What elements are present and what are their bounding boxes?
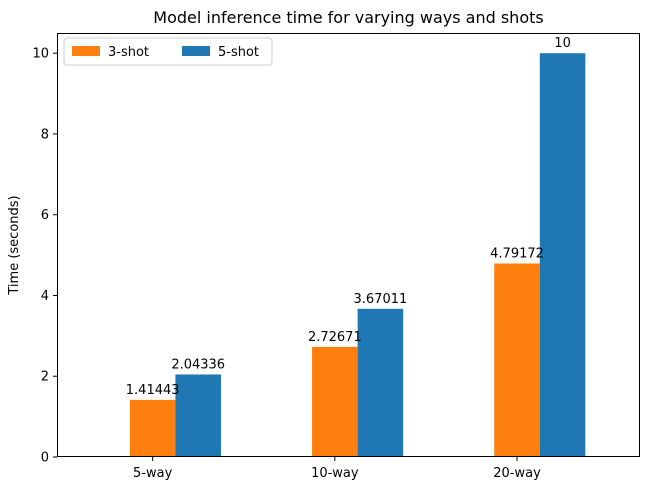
- y-tick-label: 6: [41, 208, 49, 223]
- data-label-5-shot-20-way: 10: [554, 36, 571, 51]
- y-tick-label: 10: [32, 47, 49, 62]
- bar-5-shot-10-way: [357, 308, 404, 457]
- data-label-3-shot-5-way: 1.41443: [126, 383, 180, 398]
- bar-3-shot-20-way: [494, 263, 540, 457]
- legend-swatch-5-shot: [182, 46, 210, 56]
- plot-frame: [57, 33, 640, 457]
- x-axis: 5-way 10-way 20-way: [133, 457, 541, 481]
- y-tick-label: 4: [41, 289, 49, 304]
- bar-5-shot-20-way: [539, 53, 586, 457]
- data-label-5-shot-10-way: 3.67011: [354, 292, 408, 307]
- legend-frame: [63, 37, 273, 66]
- data-label-3-shot-20-way: 4.79172: [490, 247, 544, 262]
- legend-swatch-3-shot: [72, 46, 100, 56]
- data-labels-group: 1.41443 2.04336 2.72671 3.67011 4.79172 10: [126, 36, 571, 398]
- legend-label-3-shot: 3-shot: [108, 45, 149, 60]
- bars-group: [129, 53, 586, 457]
- bar-3-shot-10-way: [312, 346, 358, 457]
- y-tick-label: 0: [41, 451, 49, 466]
- bar-3-shot-5-way: [129, 399, 176, 457]
- x-tick-label: 10-way: [311, 466, 359, 481]
- y-tick-label: 2: [41, 370, 49, 385]
- y-axis-label: Time (seconds): [7, 195, 22, 295]
- y-axis: 0 2 4 6 8 10: [32, 47, 57, 466]
- legend: 3-shot 5-shot: [63, 37, 273, 66]
- x-tick-label: 20-way: [493, 466, 541, 481]
- data-label-3-shot-10-way: 2.72671: [308, 330, 362, 345]
- chart-title: Model inference time for varying ways an…: [153, 8, 543, 27]
- legend-label-5-shot: 5-shot: [218, 45, 259, 60]
- x-tick-label: 5-way: [133, 466, 173, 481]
- y-tick-label: 8: [41, 127, 49, 142]
- data-label-5-shot-5-way: 2.04336: [171, 357, 225, 372]
- bar-5-shot-5-way: [175, 374, 221, 457]
